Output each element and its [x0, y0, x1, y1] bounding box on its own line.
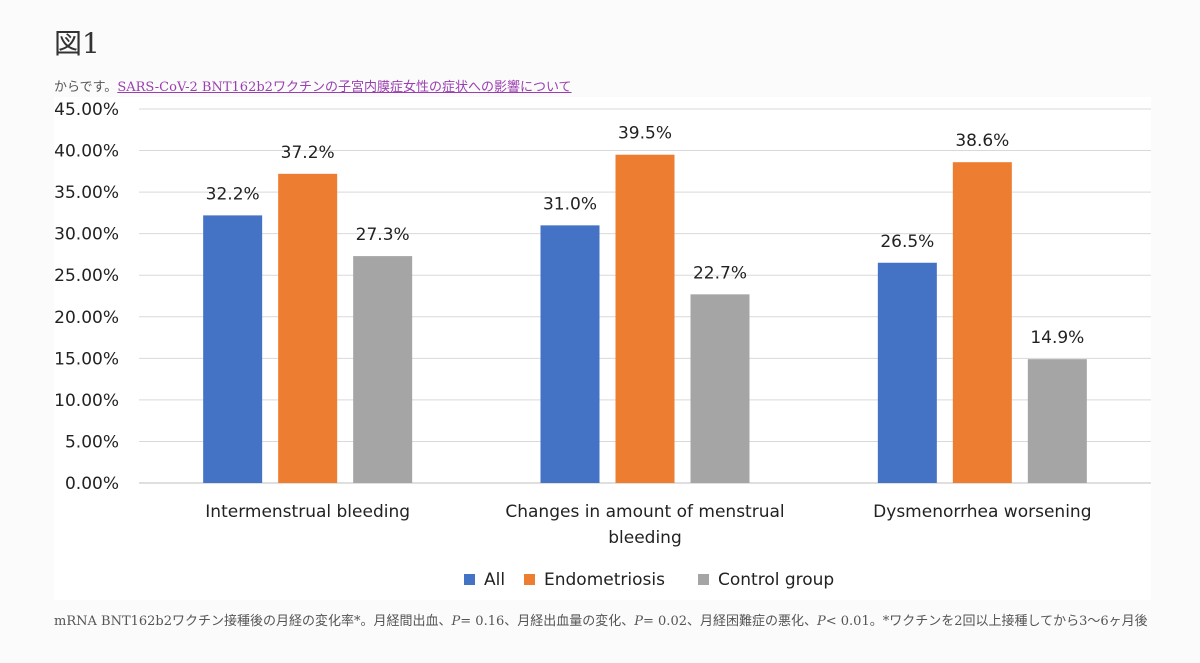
source-link[interactable]: SARS-CoV-2 BNT162b2ワクチンの子宮内膜症女性の症状への影響につ…	[117, 80, 572, 95]
caption-text-3: = 0.02、月経困難症の悪化、	[643, 614, 817, 629]
y-tick-label: 35.00%	[54, 183, 119, 203]
bar	[690, 294, 750, 483]
y-tick-label: 30.00%	[54, 225, 119, 245]
x-category-label: bleeding	[608, 528, 682, 548]
legend-swatch	[464, 574, 475, 585]
bar	[353, 256, 413, 483]
y-tick-label: 10.00%	[54, 391, 119, 411]
caption-p-1: P	[451, 614, 461, 629]
source-prefix: からです。	[54, 80, 118, 95]
legend-swatch	[698, 574, 709, 585]
legend-label: Control group	[718, 570, 834, 590]
caption-text-2: = 0.16、月経出血量の変化、	[460, 614, 635, 629]
data-label: 27.3%	[356, 225, 410, 245]
data-label: 32.2%	[206, 184, 260, 204]
y-tick-label: 20.00%	[54, 308, 119, 328]
caption-text-4: < 0.01。*ワクチンを2回以上接種してから3～6ヶ月後	[825, 614, 1148, 629]
x-category-label: Intermenstrual bleeding	[205, 502, 410, 522]
bar-chart: 0.00% 5.00% 10.00% 15.00% 20.00% 25.00% 30.00%…	[54, 97, 1151, 600]
data-label: 37.2%	[281, 143, 335, 163]
y-tick-label: 15.00%	[54, 349, 119, 369]
data-label: 38.6%	[955, 131, 1009, 151]
caption-p-3: P	[817, 614, 826, 629]
chart-svg: 0.00% 5.00% 10.00% 15.00% 20.00% 25.00% 30.00%…	[54, 100, 1151, 590]
bar	[540, 225, 600, 483]
y-tick-label: 0.00%	[65, 474, 119, 494]
y-tick-label: 5.00%	[65, 432, 119, 452]
y-tick-label: 45.00%	[54, 100, 119, 120]
bar	[203, 215, 263, 483]
x-category-label: Dysmenorrhea worsening	[873, 502, 1091, 522]
bar	[877, 262, 937, 483]
bar	[615, 154, 675, 483]
data-label: 31.0%	[543, 194, 597, 214]
y-tick-label: 40.00%	[54, 142, 119, 162]
bar	[278, 173, 338, 483]
data-label: 14.9%	[1030, 328, 1084, 348]
legend-label: Endometriosis	[544, 570, 665, 590]
bar	[952, 162, 1012, 483]
x-category-label: Changes in amount of menstrual	[505, 502, 784, 522]
data-label: 26.5%	[880, 232, 934, 252]
caption-p-2: P	[634, 614, 644, 629]
data-label: 39.5%	[618, 124, 672, 144]
figure-caption: mRNA BNT162b2ワクチン接種後の月経の変化率*。月経間出血、P= 0.…	[54, 612, 1154, 632]
bar	[1027, 359, 1087, 483]
caption-text-1: mRNA BNT162b2ワクチン接種後の月経の変化率*。月経間出血、	[54, 614, 452, 629]
legend-label: All	[484, 570, 505, 590]
source-line: からです。SARS-CoV-2 BNT162b2ワクチンの子宮内膜症女性の症状へ…	[54, 76, 572, 95]
figure-title: 図1	[54, 27, 100, 60]
data-label: 22.7%	[693, 263, 747, 283]
y-tick-label: 25.00%	[54, 266, 119, 286]
legend-swatch	[524, 574, 535, 585]
